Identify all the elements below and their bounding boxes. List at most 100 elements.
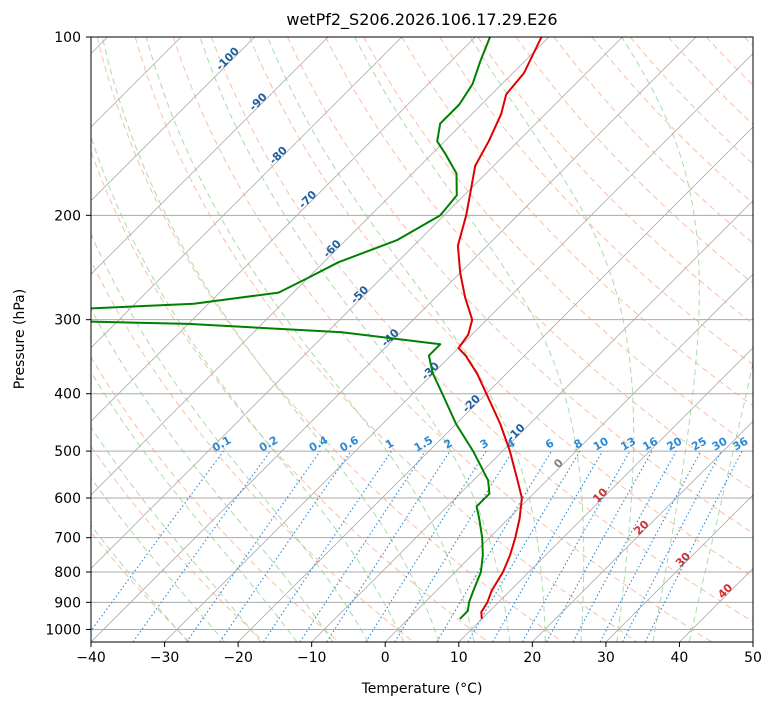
temperature-profile-line bbox=[456, 37, 543, 619]
y-tick-label: 900 bbox=[54, 595, 81, 611]
moist-adiabat-line bbox=[101, 37, 440, 642]
dry-adiabat-line bbox=[91, 150, 489, 642]
moist-adiabat-line bbox=[91, 232, 369, 642]
isotherm-line bbox=[752, 641, 753, 642]
isotherm-label: -100 bbox=[213, 44, 242, 73]
mixing-ratio-line bbox=[599, 450, 702, 642]
isotherm-label: 10 bbox=[590, 485, 610, 505]
moist-adiabat-line bbox=[91, 135, 405, 642]
moist-adiabat-line bbox=[91, 308, 334, 642]
x-tick-label: 30 bbox=[597, 650, 615, 666]
mixing-ratio-line bbox=[299, 450, 426, 642]
x-tick-label: −20 bbox=[223, 650, 253, 666]
isotherm-line bbox=[164, 52, 753, 642]
moist-adiabat-line bbox=[688, 360, 753, 642]
mixing-ratio-label: 6 bbox=[543, 436, 556, 451]
chart-title: wetPf2_S206.2026.106.17.29.E26 bbox=[286, 10, 557, 30]
x-axis-title: Temperature (°C) bbox=[361, 681, 483, 697]
mixing-ratio-line bbox=[132, 450, 271, 642]
mixing-ratio-line bbox=[91, 450, 224, 632]
isotherm-label: 30 bbox=[673, 549, 693, 569]
dry-adiabat-line bbox=[401, 37, 753, 407]
mixing-ratio-line bbox=[263, 450, 392, 642]
mixing-ratio-line bbox=[186, 450, 321, 642]
x-tick-label: 40 bbox=[671, 650, 689, 666]
dry-adiabat-line bbox=[287, 37, 753, 534]
dry-adiabat-line bbox=[91, 356, 340, 642]
dry-adiabat-line bbox=[363, 37, 753, 449]
mixing-ratio-line bbox=[394, 450, 514, 642]
mixing-ratio-line bbox=[492, 450, 604, 642]
isotherm-line bbox=[679, 567, 753, 642]
mixing-ratio-line bbox=[644, 450, 743, 642]
y-tick-label: 400 bbox=[54, 387, 81, 403]
moist-adiabat-line bbox=[91, 426, 262, 642]
sounding-profiles bbox=[91, 37, 543, 620]
mixing-ratio-line bbox=[326, 450, 451, 642]
isotherm-label: -20 bbox=[460, 392, 483, 415]
dry-adiabat-line bbox=[96, 37, 563, 642]
dry-adiabat-line bbox=[439, 37, 753, 366]
mixing-ratio-label: 2 bbox=[442, 437, 455, 452]
isotherm-label: -80 bbox=[267, 144, 290, 167]
x-tick-label: −10 bbox=[297, 650, 327, 666]
dry-adiabat-line bbox=[325, 37, 753, 491]
dry-adiabat-line bbox=[705, 37, 753, 86]
moist-adiabat-line bbox=[91, 370, 298, 642]
moist-adiabat-line bbox=[199, 37, 511, 642]
moist-adiabat-line bbox=[621, 37, 700, 642]
isotherm-line bbox=[458, 347, 753, 642]
dry-adiabat-line bbox=[744, 37, 753, 47]
mixing-ratio-line bbox=[467, 450, 581, 642]
moist-adiabat-line bbox=[267, 37, 546, 642]
dry-adiabat-line bbox=[91, 445, 265, 642]
mixing-ratio-line bbox=[219, 450, 352, 642]
isotherm-line bbox=[237, 126, 753, 642]
y-tick-label: 800 bbox=[54, 565, 81, 581]
y-tick-label: 200 bbox=[54, 208, 81, 224]
dry-adiabat-line bbox=[91, 531, 191, 642]
x-tick-label: −30 bbox=[150, 650, 180, 666]
isotherm-line bbox=[532, 420, 753, 642]
dry-adiabat-line bbox=[553, 37, 753, 244]
isotherm-line bbox=[91, 37, 403, 349]
dry-adiabat-line bbox=[591, 37, 753, 205]
y-tick-label: 1000 bbox=[45, 622, 81, 638]
mixing-ratio-line bbox=[546, 450, 653, 642]
dry-adiabat-line bbox=[210, 37, 753, 623]
isotherm-line bbox=[91, 37, 255, 202]
dry-adiabat-line bbox=[248, 37, 753, 578]
dry-adiabat-line bbox=[172, 37, 713, 642]
isotherm-label: -90 bbox=[247, 90, 270, 113]
dry-adiabat-line bbox=[134, 37, 638, 642]
axes: −40 −30 −20 −10 0 10 20 30 40 50 100 200 300 400 500 60… bbox=[45, 30, 762, 666]
mixing-ratio-label: 3 bbox=[478, 437, 491, 452]
y-tick-label: 100 bbox=[54, 30, 81, 46]
isotherm-line bbox=[91, 37, 476, 422]
x-tick-label: 0 bbox=[381, 650, 390, 666]
moist-adiabat-line bbox=[354, 37, 585, 642]
isotherm-label: 40 bbox=[715, 581, 735, 601]
moist-adiabat-line bbox=[91, 476, 226, 642]
x-tick-label: 10 bbox=[450, 650, 468, 666]
mixing-ratio-line bbox=[522, 450, 631, 642]
y-tick-label: 500 bbox=[54, 444, 81, 460]
dry-adiabat-line bbox=[91, 259, 414, 642]
x-tick-label: −40 bbox=[76, 650, 106, 666]
y-axis-title: Pressure (hPa) bbox=[12, 289, 28, 389]
moist-adiabat-line bbox=[145, 37, 475, 642]
isotherm-line bbox=[91, 37, 623, 570]
mixing-ratio-line bbox=[572, 450, 677, 642]
x-tick-label: 50 bbox=[744, 650, 762, 666]
dewpoint-profile-line bbox=[91, 37, 491, 620]
moist-adiabat-line bbox=[91, 524, 189, 642]
y-tick-label: 600 bbox=[54, 491, 81, 507]
isotherm-line bbox=[605, 494, 753, 642]
mixing-ratio-line bbox=[365, 450, 487, 642]
background-grid bbox=[91, 37, 753, 642]
plot-frame bbox=[90, 36, 754, 643]
isotherm-line bbox=[384, 273, 753, 642]
isotherm-label: -60 bbox=[321, 237, 344, 260]
y-tick-label: 700 bbox=[54, 531, 81, 547]
